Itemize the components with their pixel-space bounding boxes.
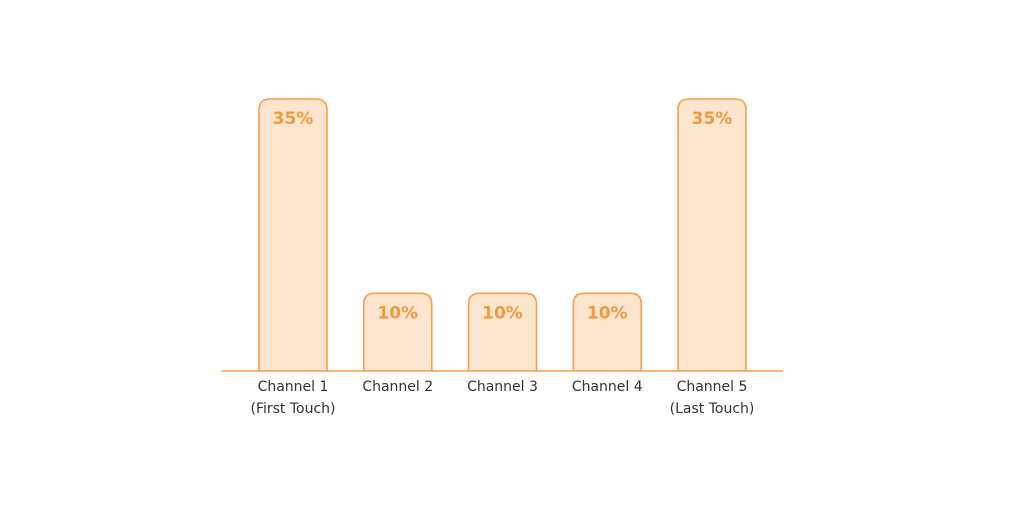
category-label-line: (Last Touch): [670, 401, 755, 417]
value-label-channel-2: 10%: [377, 303, 418, 323]
bar-channel-4: [572, 292, 643, 371]
category-label-line: Channel 4: [572, 379, 643, 395]
category-label-line: Channel 3: [467, 379, 538, 395]
value-label-channel-1: 35%: [273, 109, 314, 129]
category-label-channel-5: Channel 5 (Last Touch): [670, 379, 755, 417]
bar-channel-1: [258, 98, 328, 371]
bar-channel-2: [362, 292, 433, 371]
bars-group: [258, 98, 747, 371]
bar-channel-3: [467, 292, 538, 371]
category-label-line: Channel 5: [677, 379, 748, 395]
bar-channel-5: [677, 98, 747, 371]
category-label-channel-4: Channel 4: [572, 379, 643, 395]
category-label-channel-3: Channel 3: [467, 379, 538, 395]
value-labels-group: 35% 10% 10% 10% 35%: [273, 109, 733, 323]
value-label-channel-3: 10%: [482, 303, 523, 323]
category-label-channel-2: Channel 2: [362, 379, 433, 395]
value-label-channel-5: 35%: [692, 109, 733, 129]
category-label-line: Channel 1: [258, 379, 329, 395]
category-label-line: (First Touch): [250, 401, 335, 417]
category-label-channel-1: Channel 1 (First Touch): [250, 379, 335, 417]
category-label-line: Channel 2: [362, 379, 433, 395]
value-label-channel-4: 10%: [587, 303, 628, 323]
category-labels-group: Channel 1 (First Touch) Channel 2 Channel 3…: [250, 379, 754, 417]
